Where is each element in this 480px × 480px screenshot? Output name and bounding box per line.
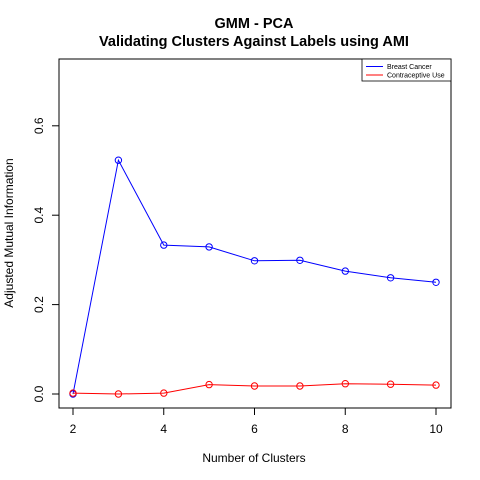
legend-label-contraceptive-use: Contraceptive Use [387, 73, 445, 80]
data-point-contraceptive-use [69, 389, 77, 397]
x-tick-label: 2 [70, 422, 77, 436]
data-point-breast-cancer [386, 274, 395, 282]
y-tick-label: 0.4 [32, 207, 46, 224]
data-point-breast-cancer [160, 241, 168, 249]
data-point-breast-cancer [205, 243, 213, 251]
x-tick-label: 8 [342, 422, 349, 436]
plot-frame [58, 58, 452, 409]
data-point-contraceptive-use [250, 382, 259, 390]
data-point-breast-cancer [114, 156, 123, 164]
x-tick-label: 4 [160, 422, 167, 436]
data-point-breast-cancer [250, 257, 259, 265]
y-tick-label: 0.6 [32, 117, 46, 134]
legend: Breast Cancer Contraceptive Use [361, 58, 452, 82]
series-line-breast-cancer [72, 158, 437, 395]
y-tick-label: 0.2 [32, 296, 46, 313]
data-point-contraceptive-use [296, 382, 304, 390]
data-point-contraceptive-use [205, 380, 213, 389]
x-tick-label: 6 [251, 422, 258, 436]
data-point-breast-cancer [432, 278, 440, 286]
x-tick-label: 10 [429, 422, 443, 436]
legend-label-breast-cancer: Breast Cancer [387, 64, 432, 71]
y-tick-label: 0.0 [32, 385, 46, 402]
chart-subtitle: Validating Clusters Against Labels using… [99, 34, 409, 50]
data-point-contraceptive-use [432, 381, 440, 389]
data-point-contraceptive-use [160, 389, 168, 397]
data-point-contraceptive-use [386, 380, 395, 388]
series-layer [69, 156, 440, 398]
x-axis: 2 4 6 8 10 [70, 407, 443, 436]
x-axis-label: Number of Clusters [202, 451, 305, 465]
data-point-breast-cancer [296, 256, 304, 264]
chart-title: GMM - PCA [215, 16, 294, 32]
data-point-contraceptive-use [114, 390, 123, 398]
series-line-contraceptive-use [72, 383, 437, 395]
data-point-contraceptive-use [341, 380, 349, 388]
data-point-breast-cancer [341, 267, 349, 275]
legend-box [361, 58, 452, 82]
y-axis-label: Adjusted Mutual Information [2, 158, 16, 307]
y-axis: 0.0 0.2 0.4 0.6 [32, 117, 60, 402]
